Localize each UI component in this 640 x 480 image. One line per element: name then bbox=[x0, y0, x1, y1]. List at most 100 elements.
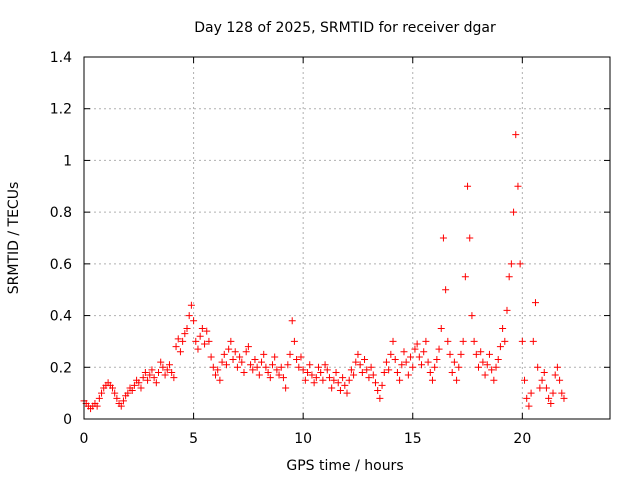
data-point bbox=[404, 371, 412, 379]
data-point bbox=[455, 363, 463, 371]
data-point bbox=[119, 397, 127, 405]
data-point bbox=[479, 358, 487, 366]
data-point bbox=[409, 363, 417, 371]
data-point bbox=[293, 356, 301, 364]
data-point bbox=[514, 182, 522, 190]
data-point bbox=[258, 358, 266, 366]
data-point bbox=[286, 350, 294, 358]
data-point bbox=[222, 361, 230, 369]
data-point bbox=[464, 182, 472, 190]
y-tick-label: 1.2 bbox=[50, 102, 72, 118]
data-point bbox=[277, 363, 285, 371]
data-point bbox=[181, 330, 189, 338]
data-point bbox=[225, 345, 233, 353]
data-point bbox=[536, 384, 544, 392]
data-point bbox=[448, 368, 456, 376]
data-point bbox=[111, 389, 119, 397]
data-point bbox=[540, 368, 548, 376]
data-point bbox=[190, 317, 198, 325]
data-point bbox=[475, 363, 482, 371]
data-point bbox=[308, 371, 316, 379]
data-point bbox=[542, 384, 550, 392]
data-point bbox=[176, 348, 184, 356]
data-point bbox=[371, 379, 379, 387]
data-point bbox=[521, 376, 529, 384]
data-point bbox=[424, 358, 432, 366]
data-point bbox=[113, 394, 121, 402]
data-point bbox=[336, 387, 344, 395]
data-point bbox=[488, 366, 496, 374]
data-point bbox=[529, 337, 537, 345]
data-point bbox=[330, 376, 338, 384]
data-point bbox=[512, 131, 520, 139]
data-point bbox=[477, 348, 485, 356]
data-point bbox=[231, 348, 239, 356]
data-point bbox=[260, 350, 268, 358]
data-point bbox=[255, 371, 263, 379]
data-point bbox=[297, 353, 305, 361]
data-point bbox=[531, 299, 539, 307]
data-point bbox=[179, 337, 187, 345]
data-point bbox=[185, 312, 193, 320]
data-point bbox=[428, 376, 436, 384]
data-point bbox=[271, 353, 279, 361]
data-point bbox=[301, 376, 309, 384]
data-point bbox=[216, 376, 224, 384]
x-tick-label: 5 bbox=[189, 431, 198, 447]
data-point bbox=[453, 376, 461, 384]
data-point bbox=[310, 379, 318, 387]
data-point bbox=[268, 361, 276, 369]
data-point bbox=[98, 389, 106, 397]
data-point bbox=[525, 402, 533, 410]
x-tick-label: 10 bbox=[294, 431, 312, 447]
y-tick-label: 0.8 bbox=[50, 205, 72, 221]
axis-ticks: 0 5 10 15 20 0 0.2 0.4 0.6 0.8 1 1.2 1.4 bbox=[50, 50, 610, 447]
data-point bbox=[282, 384, 290, 392]
data-point bbox=[141, 368, 149, 376]
data-point bbox=[315, 363, 323, 371]
data-point bbox=[312, 374, 320, 382]
data-point bbox=[350, 371, 358, 379]
data-point bbox=[457, 350, 465, 358]
data-point bbox=[446, 350, 454, 358]
data-point bbox=[492, 363, 500, 371]
data-point bbox=[422, 337, 430, 345]
data-point bbox=[325, 374, 333, 382]
data-point bbox=[236, 353, 244, 361]
data-point bbox=[369, 371, 377, 379]
x-tick-label: 0 bbox=[80, 431, 89, 447]
data-point bbox=[367, 363, 375, 371]
data-point bbox=[152, 379, 160, 387]
data-point bbox=[233, 363, 241, 371]
data-point bbox=[275, 371, 283, 379]
data-point bbox=[165, 361, 173, 369]
data-point bbox=[556, 376, 564, 384]
data-point bbox=[420, 348, 428, 356]
data-point bbox=[444, 337, 452, 345]
data-point bbox=[560, 394, 568, 402]
data-point bbox=[117, 402, 125, 410]
data-point bbox=[124, 389, 132, 397]
data-point bbox=[249, 366, 257, 374]
data-point bbox=[461, 273, 469, 281]
data-point bbox=[387, 350, 395, 358]
data-point bbox=[242, 348, 250, 356]
data-point bbox=[317, 368, 325, 376]
data-point bbox=[227, 337, 235, 345]
data-point bbox=[527, 389, 535, 397]
data-point bbox=[183, 325, 191, 332]
data-point bbox=[356, 361, 364, 369]
data-point bbox=[155, 368, 163, 376]
x-tick-label: 15 bbox=[404, 431, 422, 447]
x-tick-label: 20 bbox=[513, 431, 531, 447]
data-point bbox=[442, 286, 450, 294]
data-point bbox=[363, 366, 371, 374]
data-point bbox=[240, 368, 248, 376]
data-point bbox=[553, 363, 561, 371]
data-point bbox=[549, 389, 557, 397]
data-point bbox=[253, 363, 261, 371]
data-point bbox=[450, 358, 458, 366]
data-point bbox=[437, 325, 445, 332]
data-point bbox=[378, 381, 386, 389]
data-point bbox=[332, 368, 340, 376]
